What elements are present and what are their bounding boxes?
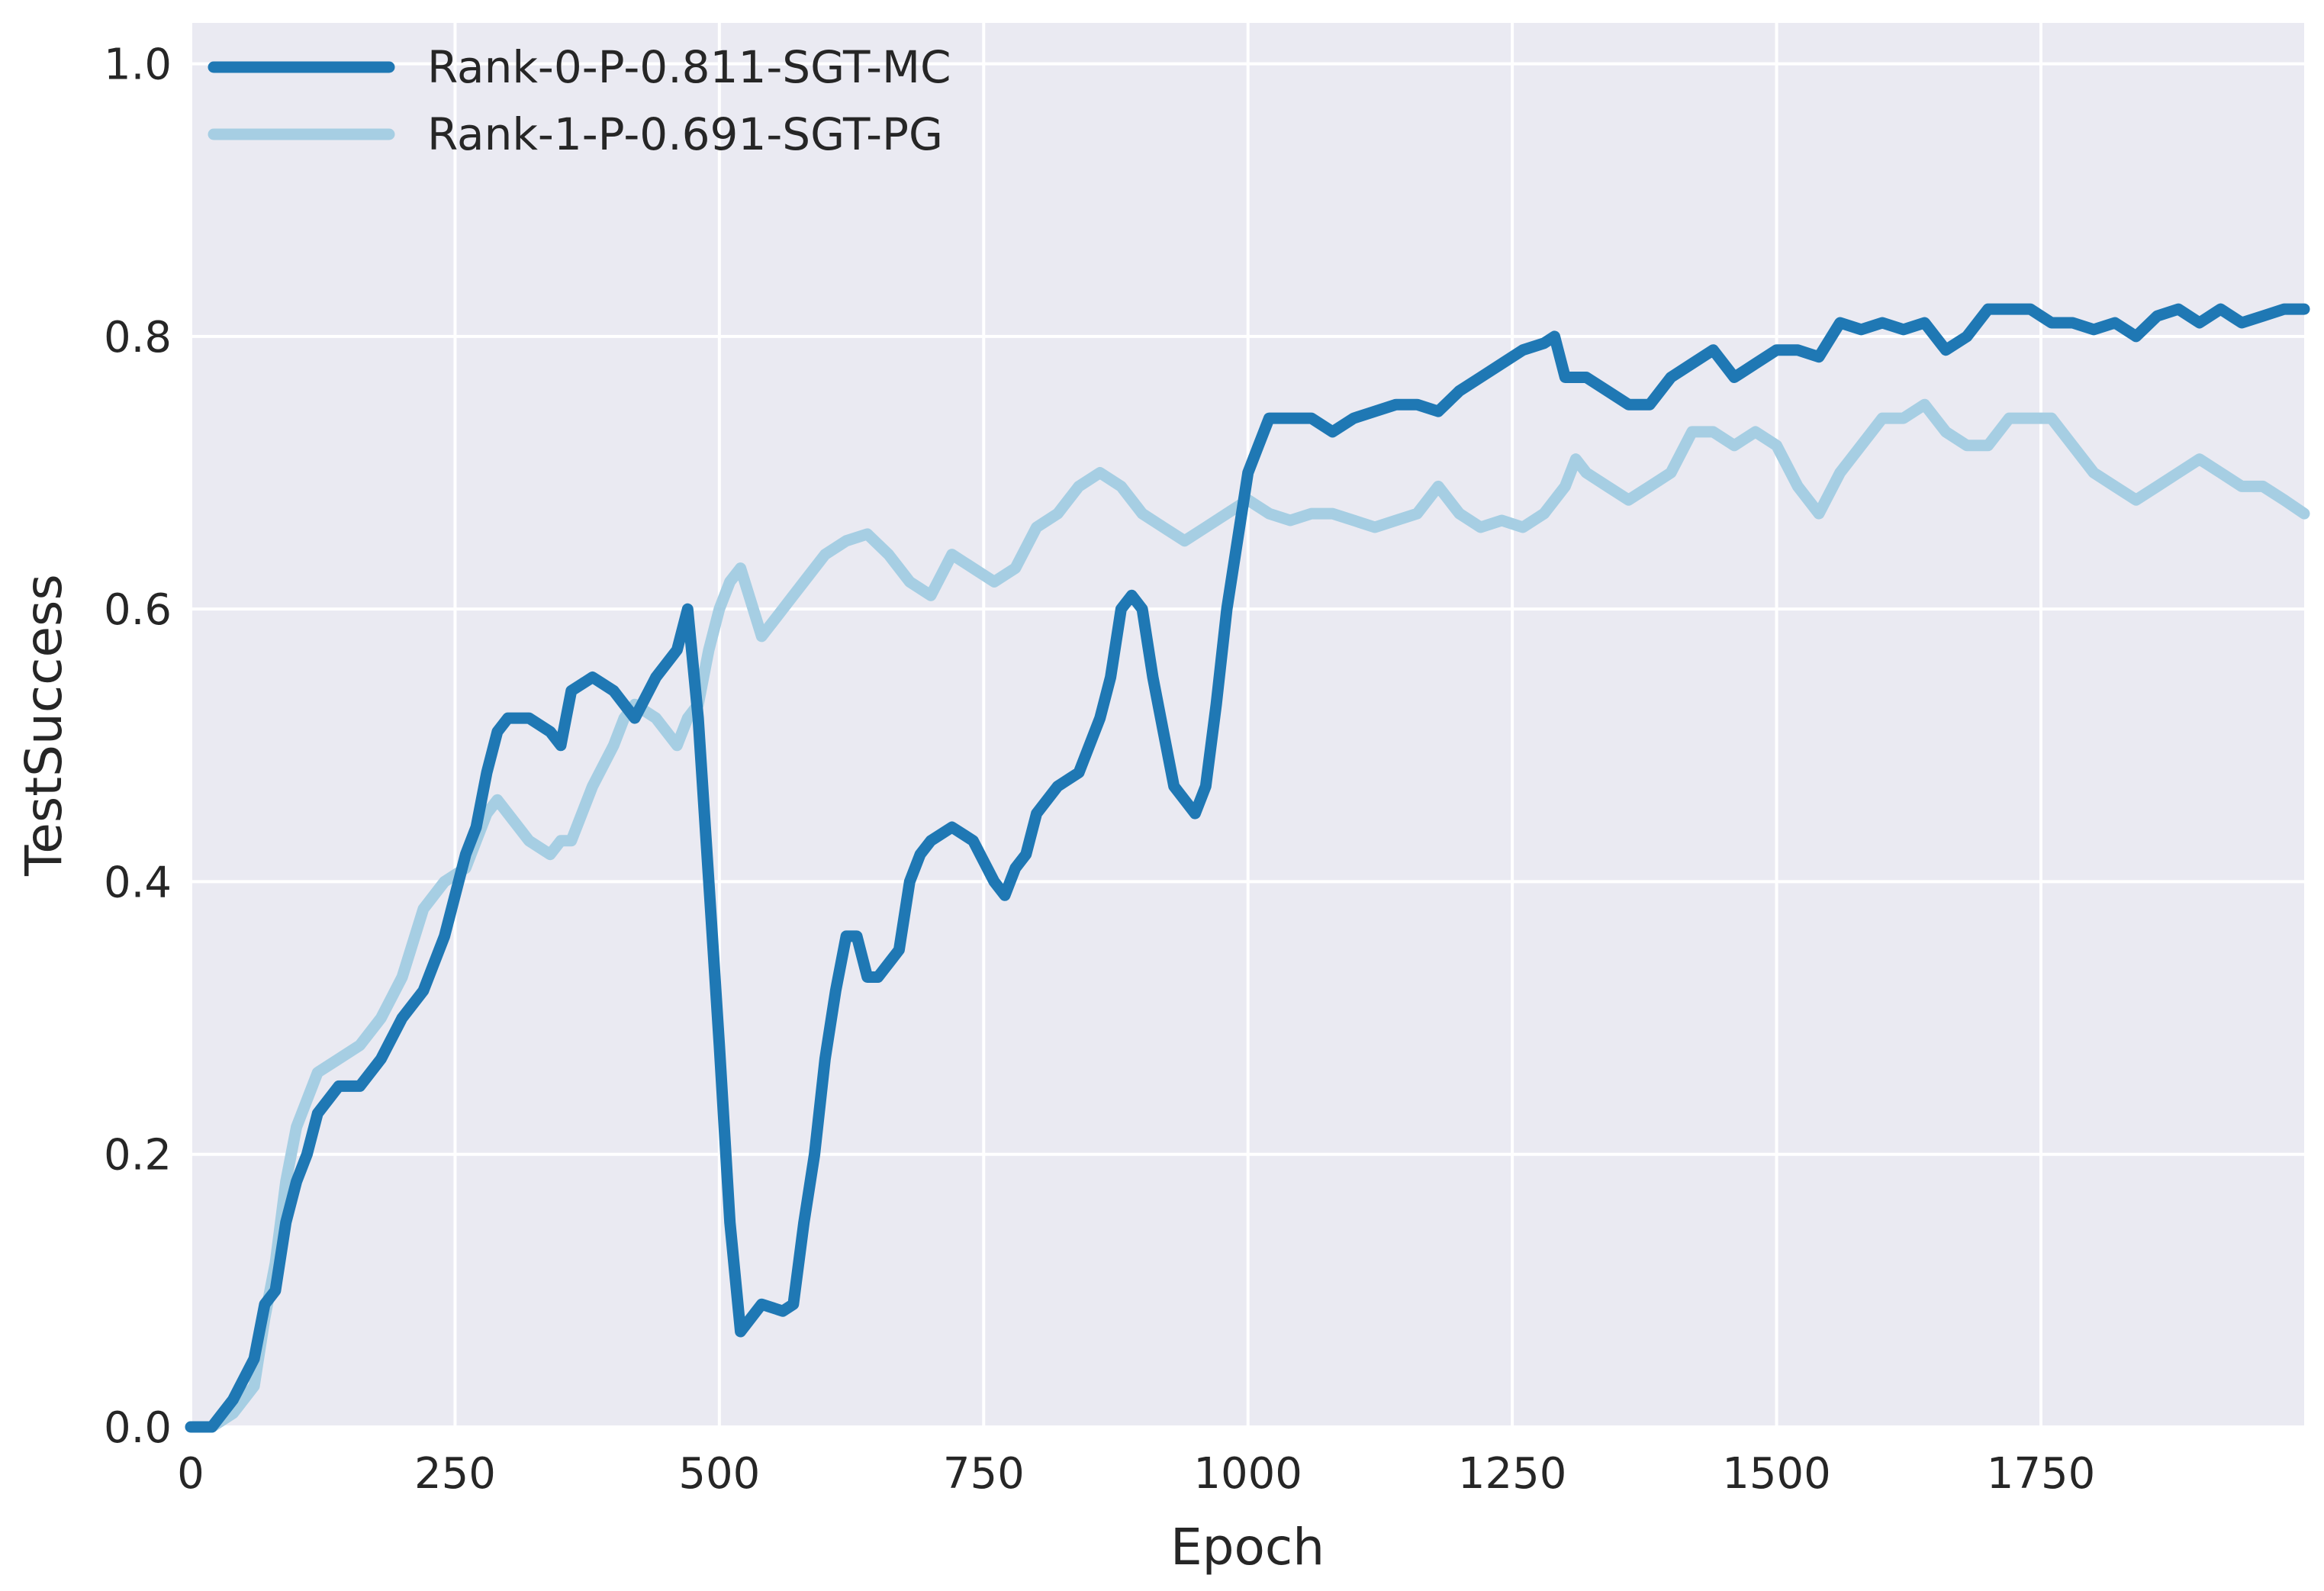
- legend-label: Rank-1-P-0.691-SGT-PG: [427, 108, 943, 160]
- legend-label: Rank-0-P-0.811-SGT-MC: [427, 41, 951, 93]
- x-tick-label: 1000: [1193, 1449, 1302, 1499]
- series-line-Rank-0-P-0.811-SGT-MC: [185, 303, 2310, 1433]
- series-lines: [185, 303, 2310, 1433]
- x-tick-label: 750: [943, 1449, 1025, 1499]
- x-tick-label: 500: [678, 1449, 760, 1499]
- x-tick-label: 1750: [1987, 1449, 2096, 1499]
- y-tick-label: 0.2: [104, 1131, 172, 1180]
- x-tick-label: 1250: [1458, 1449, 1567, 1499]
- x-axis-ticks: 0 250 500 750 1000 1250 1500 1750: [177, 1449, 2095, 1499]
- y-tick-label: 0.8: [104, 313, 172, 362]
- y-axis-ticks: 0.0 0.2 0.4 0.6 0.8 1.0: [104, 40, 172, 1453]
- legend: Rank-0-P-0.811-SGT-MC Rank-1-P-0.691-SGT-…: [208, 41, 951, 160]
- y-tick-label: 0.6: [104, 585, 172, 635]
- x-axis-label: Epoch: [1170, 1518, 1325, 1577]
- y-tick-label: 1.0: [104, 40, 172, 90]
- y-axis-label: TestSuccess: [14, 574, 73, 877]
- grid: [189, 23, 2304, 1428]
- y-tick-label: 0.4: [104, 858, 172, 907]
- series-line-Rank-1-P-0.691-SGT-PG: [185, 398, 2310, 1433]
- x-tick-label: 0: [177, 1449, 204, 1499]
- x-tick-label: 1500: [1722, 1449, 1831, 1499]
- y-tick-label: 0.0: [104, 1403, 172, 1453]
- x-tick-label: 250: [414, 1449, 496, 1499]
